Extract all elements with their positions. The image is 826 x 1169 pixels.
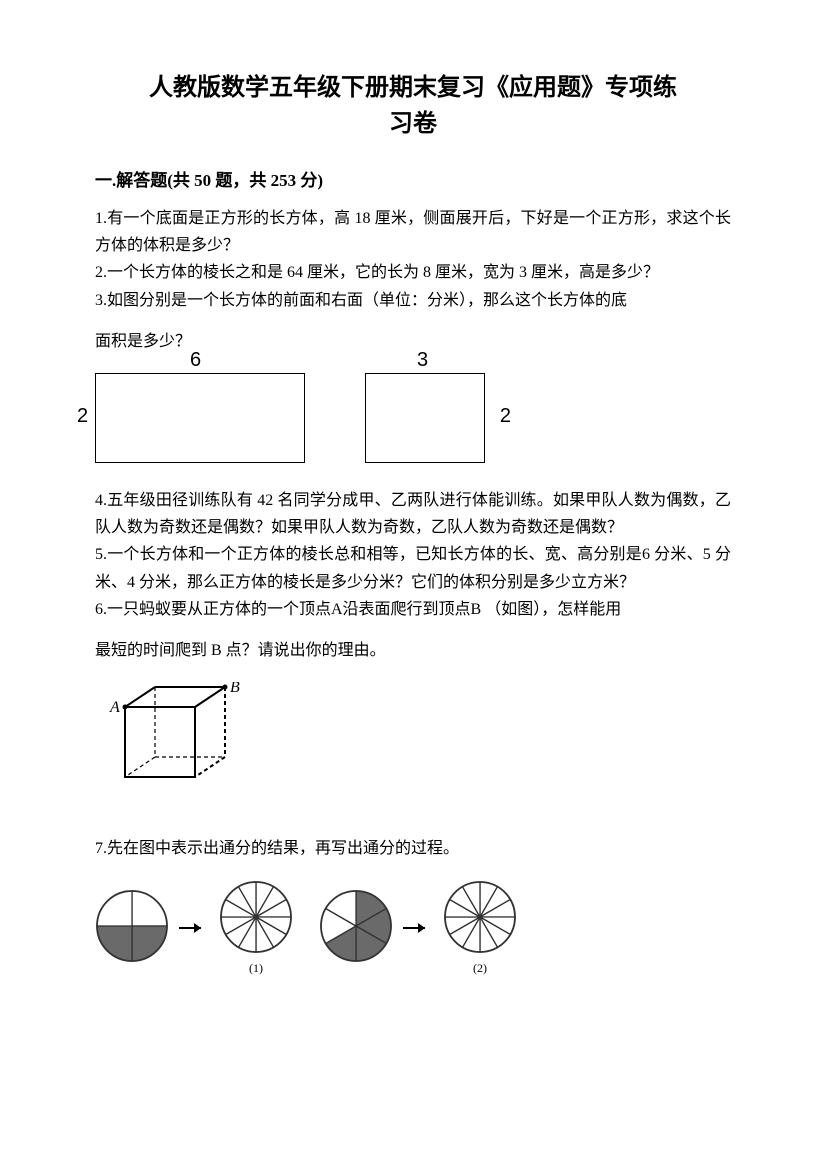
circle-4-caption: (2) bbox=[443, 961, 517, 976]
arrow-icon bbox=[403, 918, 433, 938]
section-heading: 一.解答题(共 50 题，共 253 分) bbox=[95, 166, 731, 191]
rect-front-width-label: 6 bbox=[190, 349, 201, 372]
rect-front: 6 2 bbox=[95, 373, 305, 463]
circle-2-caption: (1) bbox=[219, 961, 293, 976]
cube-label-a: A bbox=[109, 699, 120, 716]
question-6-line1: 6.一只蚂蚁要从正方体的一个顶点A沿表面爬行到顶点B （如图），怎样能用 bbox=[95, 596, 731, 623]
circle-1 bbox=[95, 889, 169, 963]
circle-1-wrap bbox=[95, 889, 169, 968]
rect-right: 3 2 bbox=[365, 373, 485, 463]
question-1: 1.有一个底面是正方形的长方体，高 18 厘米，侧面展开后，下好是一个正方形，求… bbox=[95, 205, 731, 259]
cube-label-b: B bbox=[230, 682, 240, 696]
rect-right-height-label: 2 bbox=[500, 405, 511, 428]
rect-right-width-label: 3 bbox=[417, 349, 428, 372]
rect-right-box bbox=[365, 373, 485, 463]
circles-row: (1) (2) bbox=[95, 880, 731, 976]
circle-3-wrap bbox=[319, 889, 393, 968]
doc-title: 人教版数学五年级下册期末复习《应用题》专项练 习卷 bbox=[95, 70, 731, 142]
question-5: 5.一个长方体和一个正方体的棱长总和相等，已知长方体的长、宽、高分别是6 分米、… bbox=[95, 541, 731, 595]
question-2: 2.一个长方体的棱长之和是 64 厘米，它的长为 8 厘米，宽为 3 厘米，高是… bbox=[95, 259, 731, 286]
page: 人教版数学五年级下册期末复习《应用题》专项练 习卷 一.解答题(共 50 题，共… bbox=[0, 0, 826, 1169]
circle-3 bbox=[319, 889, 393, 963]
circle-4-wrap: (2) bbox=[443, 880, 517, 976]
title-line2: 习卷 bbox=[95, 106, 731, 142]
cube-svg: A B bbox=[105, 682, 245, 802]
circle-2-wrap: (1) bbox=[219, 880, 293, 976]
rect-front-height-label: 2 bbox=[77, 405, 88, 428]
circle-2 bbox=[219, 880, 293, 954]
question-6-line2: 最短的时间爬到 B 点？请说出你的理由。 bbox=[95, 637, 731, 664]
question-3-line1: 3.如图分别是一个长方体的前面和右面（单位：分米），那么这个长方体的底 bbox=[95, 287, 731, 314]
rect-figures: 6 2 3 2 bbox=[95, 373, 731, 463]
arrow-icon bbox=[179, 918, 209, 938]
cube-figure: A B bbox=[105, 682, 731, 807]
title-line1: 人教版数学五年级下册期末复习《应用题》专项练 bbox=[95, 70, 731, 106]
rect-front-box bbox=[95, 373, 305, 463]
circle-4 bbox=[443, 880, 517, 954]
question-4: 4.五年级田径训练队有 42 名同学分成甲、乙两队进行体能训练。如果甲队人数为偶… bbox=[95, 487, 731, 541]
question-7: 7.先在图中表示出通分的结果，再写出通分的过程。 bbox=[95, 835, 731, 862]
